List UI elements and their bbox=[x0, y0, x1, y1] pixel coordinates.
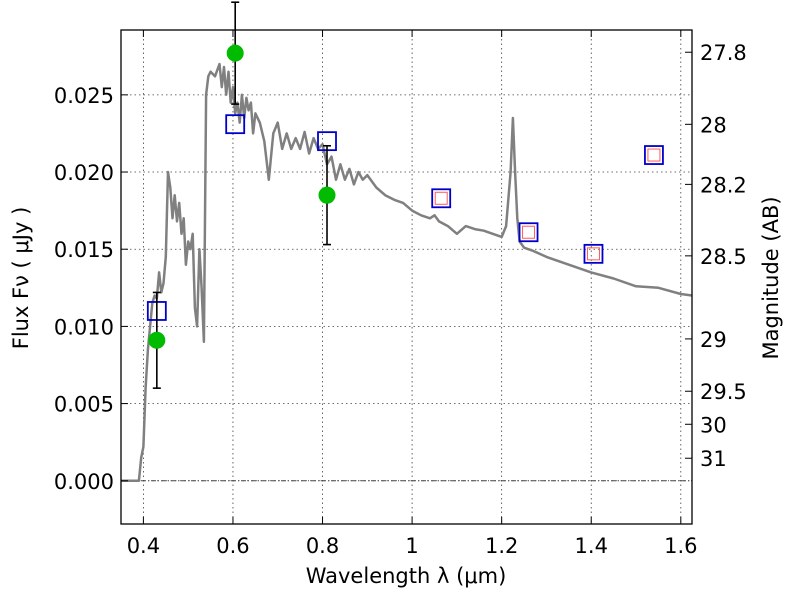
magnitude-tick-label: 28.2 bbox=[700, 173, 747, 197]
magnitude-tick-label: 31 bbox=[700, 447, 727, 471]
observed-point bbox=[148, 331, 166, 349]
upper-limit-marker bbox=[522, 225, 536, 239]
magnitude-tick-label: 29.5 bbox=[700, 380, 747, 404]
magnitude-tick-label: 29 bbox=[700, 328, 727, 352]
axis-ticks bbox=[121, 30, 692, 524]
y-tick-label: 0.020 bbox=[54, 161, 114, 185]
x-tick-label: 0.6 bbox=[216, 534, 249, 558]
y-tick-label: 0.005 bbox=[54, 393, 114, 417]
upper-limit-marker bbox=[586, 247, 600, 261]
magnitude-tick-label: 27.8 bbox=[700, 41, 747, 65]
model-band-box bbox=[431, 188, 452, 209]
model-band-box bbox=[583, 243, 604, 264]
x-tick-label: 0.4 bbox=[127, 534, 160, 558]
observed-point bbox=[226, 44, 244, 62]
y-tick-label: 0.025 bbox=[54, 84, 114, 108]
x-tick-label: 1.4 bbox=[575, 534, 608, 558]
y-axis-label: Flux Fν ( μJy ) bbox=[9, 207, 33, 350]
magnitude-tick-label: 28 bbox=[700, 113, 727, 137]
x-tick-label: 1 bbox=[405, 534, 418, 558]
magnitude-axis-label: Magnitude (AB) bbox=[759, 196, 783, 359]
magnitude-tick-label: 30 bbox=[700, 413, 727, 437]
upper-limit-marker bbox=[647, 148, 661, 162]
x-tick-label: 1.6 bbox=[664, 534, 697, 558]
model-sed-line bbox=[121, 62, 693, 483]
plot-frame bbox=[120, 29, 693, 525]
model-band-box bbox=[225, 114, 246, 135]
y-tick-label: 0.000 bbox=[54, 470, 114, 494]
grid bbox=[121, 30, 692, 524]
upper-limit-marker bbox=[434, 191, 448, 205]
x-tick-label: 1.2 bbox=[485, 534, 518, 558]
observed-point bbox=[318, 186, 336, 204]
tick-labels: 0.4 0.6 0.8 1 1.2 1.4 1.6 0.000 0.005 0.010 0.015 0… bbox=[54, 41, 747, 558]
magnitude-tick-label: 28.5 bbox=[700, 245, 747, 269]
x-tick-label: 0.8 bbox=[306, 534, 339, 558]
y-tick-label: 0.010 bbox=[54, 315, 114, 339]
data-points bbox=[146, 1, 664, 389]
y-tick-label: 0.015 bbox=[54, 238, 114, 262]
x-axis-label: Wavelength λ (μm) bbox=[306, 564, 507, 588]
model-band-box bbox=[518, 222, 539, 243]
model-band-box bbox=[644, 145, 664, 165]
